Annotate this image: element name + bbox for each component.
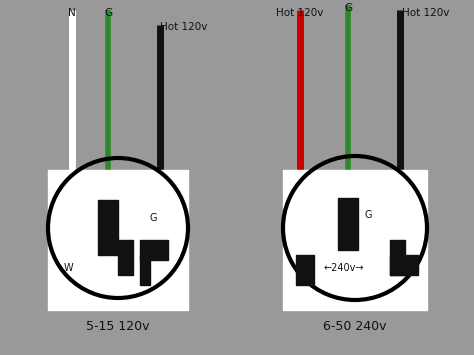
Text: Hot 120v: Hot 120v	[402, 8, 449, 18]
Bar	[390, 240, 405, 275]
Bar	[48, 170, 188, 310]
Bar	[118, 240, 133, 275]
Text: 6-50 240v: 6-50 240v	[323, 320, 387, 333]
Bar	[98, 200, 118, 255]
Bar	[296, 255, 314, 285]
Bar	[140, 240, 168, 260]
Bar	[338, 198, 358, 250]
Bar	[283, 170, 427, 310]
Text: ←240v→: ←240v→	[324, 263, 364, 273]
Text: G: G	[344, 3, 352, 13]
Text: N: N	[68, 8, 76, 18]
Text: 5-15 120v: 5-15 120v	[86, 320, 150, 333]
Text: G: G	[104, 8, 112, 18]
Text: Hot 120v: Hot 120v	[276, 8, 324, 18]
Bar	[140, 255, 150, 285]
Text: G: G	[149, 213, 157, 223]
Text: W: W	[63, 263, 73, 273]
Text: Hot 120v: Hot 120v	[160, 22, 207, 32]
Bar	[390, 255, 418, 275]
Text: G: G	[364, 210, 372, 220]
